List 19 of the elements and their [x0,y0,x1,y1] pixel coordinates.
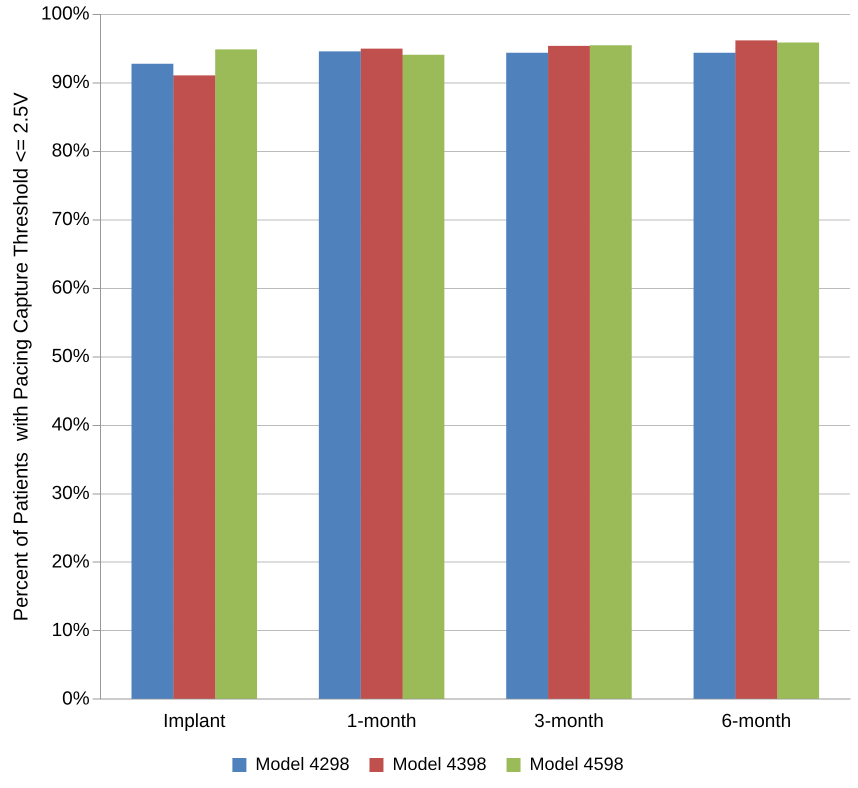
legend-label: Model 4598 [530,754,624,774]
y-tick-label: 90% [52,72,90,94]
y-tick-label: 30% [52,482,90,504]
y-tick-label: 60% [52,278,90,299]
y-tick-label: 40% [52,414,90,436]
x-tick-label: 3-month [534,710,604,732]
y-tick-label: 0% [62,688,90,710]
x-tick-label: Implant [163,710,226,732]
y-tick-label: 50% [52,346,90,368]
y-tick-label: 70% [52,209,90,230]
y-tick-label: 10% [52,620,90,641]
y-tick-label: 80% [52,140,90,162]
y-tick-label: 100% [40,4,90,25]
legend-label: Model 4398 [392,754,487,774]
x-tick-label: 1-month [346,710,416,732]
legend-label: Model 4298 [255,754,350,774]
y-tick-label: 20% [52,551,90,572]
y-axis-title: Percent of Patients with Pacing Capture Threshold <= 2.5V [10,92,33,622]
x-tick-label: 6-month [721,710,792,732]
